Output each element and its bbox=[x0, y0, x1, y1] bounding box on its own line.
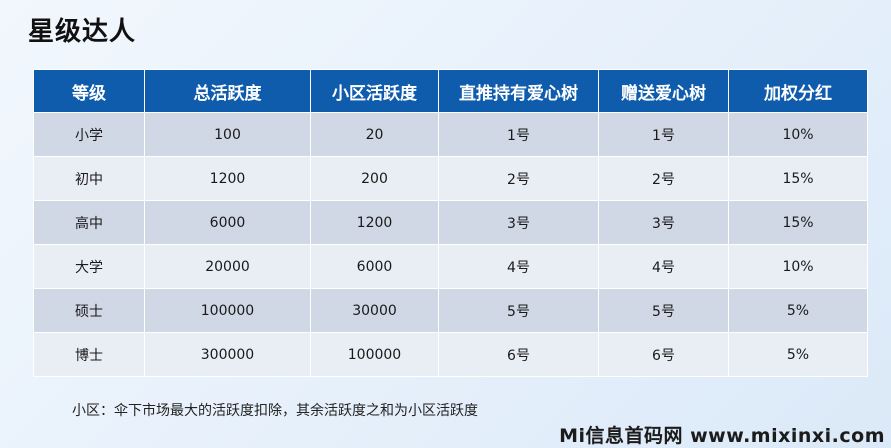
table-row: 博士 300000 100000 6号 6号 5% bbox=[33, 332, 868, 377]
cell-gift-tree: 3号 bbox=[598, 200, 729, 245]
cell-total-activity: 20000 bbox=[144, 244, 311, 289]
cell-direct-tree: 6号 bbox=[438, 332, 599, 377]
header-weighted-dividend: 加权分红 bbox=[728, 69, 868, 113]
table-row: 硕士 100000 30000 5号 5号 5% bbox=[33, 288, 868, 333]
page-title: 星级达人 bbox=[28, 17, 137, 47]
cell-level: 大学 bbox=[33, 244, 145, 289]
cell-level: 硕士 bbox=[33, 288, 145, 333]
cell-weighted-dividend: 5% bbox=[728, 288, 868, 333]
cell-total-activity: 300000 bbox=[144, 332, 311, 377]
cell-level: 高中 bbox=[33, 200, 145, 245]
table-row: 小学 100 20 1号 1号 10% bbox=[33, 112, 868, 157]
cell-gift-tree: 2号 bbox=[598, 156, 729, 201]
table-header-row: 等级 总活跃度 小区活跃度 直推持有爱心树 赠送爱心树 加权分红 bbox=[33, 69, 868, 113]
cell-level: 博士 bbox=[33, 332, 145, 377]
cell-small-zone-activity: 20 bbox=[310, 112, 439, 157]
cell-level: 初中 bbox=[33, 156, 145, 201]
table-row: 高中 6000 1200 3号 3号 15% bbox=[33, 200, 868, 245]
cell-weighted-dividend: 15% bbox=[728, 200, 868, 245]
header-direct-tree: 直推持有爱心树 bbox=[438, 69, 599, 113]
header-small-zone-activity: 小区活跃度 bbox=[310, 69, 439, 113]
footnote: 小区：伞下市场最大的活跃度扣除，其余活跃度之和为小区活跃度 bbox=[72, 403, 478, 419]
cell-gift-tree: 6号 bbox=[598, 332, 729, 377]
cell-gift-tree: 4号 bbox=[598, 244, 729, 289]
cell-gift-tree: 1号 bbox=[598, 112, 729, 157]
cell-direct-tree: 4号 bbox=[438, 244, 599, 289]
cell-small-zone-activity: 6000 bbox=[310, 244, 439, 289]
cell-gift-tree: 5号 bbox=[598, 288, 729, 333]
header-gift-tree: 赠送爱心树 bbox=[598, 69, 729, 113]
cell-weighted-dividend: 10% bbox=[728, 244, 868, 289]
cell-total-activity: 100000 bbox=[144, 288, 311, 333]
cell-total-activity: 1200 bbox=[144, 156, 311, 201]
site-watermark: Mi信息首码网 www.mixinxi.com bbox=[559, 425, 885, 447]
cell-direct-tree: 2号 bbox=[438, 156, 599, 201]
cell-small-zone-activity: 1200 bbox=[310, 200, 439, 245]
table-row: 大学 20000 6000 4号 4号 10% bbox=[33, 244, 868, 289]
cell-total-activity: 100 bbox=[144, 112, 311, 157]
cell-small-zone-activity: 100000 bbox=[310, 332, 439, 377]
cell-direct-tree: 5号 bbox=[438, 288, 599, 333]
cell-small-zone-activity: 30000 bbox=[310, 288, 439, 333]
cell-direct-tree: 3号 bbox=[438, 200, 599, 245]
cell-weighted-dividend: 15% bbox=[728, 156, 868, 201]
cell-total-activity: 6000 bbox=[144, 200, 311, 245]
cell-weighted-dividend: 10% bbox=[728, 112, 868, 157]
star-level-table: 等级 总活跃度 小区活跃度 直推持有爱心树 赠送爱心树 加权分红 小学 100 … bbox=[33, 69, 868, 377]
header-total-activity: 总活跃度 bbox=[144, 69, 311, 113]
table-row: 初中 1200 200 2号 2号 15% bbox=[33, 156, 868, 201]
cell-direct-tree: 1号 bbox=[438, 112, 599, 157]
cell-small-zone-activity: 200 bbox=[310, 156, 439, 201]
header-level: 等级 bbox=[33, 69, 145, 113]
cell-level: 小学 bbox=[33, 112, 145, 157]
cell-weighted-dividend: 5% bbox=[728, 332, 868, 377]
